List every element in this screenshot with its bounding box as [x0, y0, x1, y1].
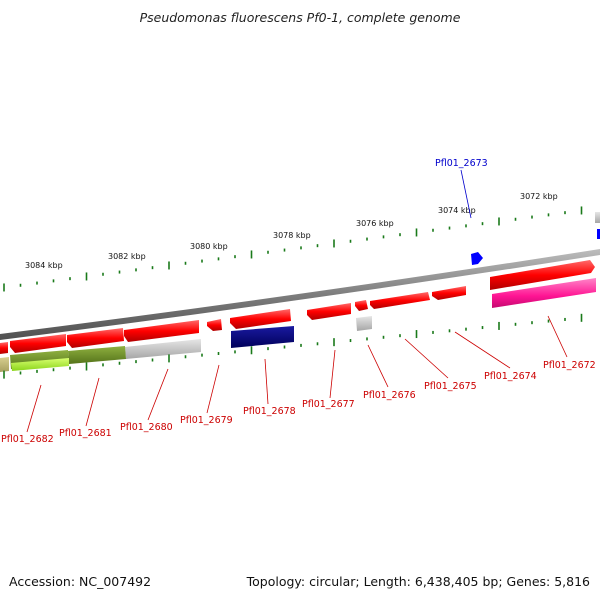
- gene-pfl01-2680[interactable]: [125, 339, 201, 359]
- gene-pfl01-2680-upper[interactable]: [124, 320, 199, 342]
- gene-label-pfl01-2680[interactable]: Pfl01_2680: [120, 422, 173, 433]
- leader-line-pfl01-2681: [85, 377, 100, 427]
- gene-label-pfl01-2676[interactable]: Pfl01_2676: [363, 390, 416, 401]
- leader-line-pfl01-2679: [206, 364, 220, 414]
- scale-label-3074: 3074 kbp: [438, 206, 476, 215]
- scale-label-3076: 3076 kbp: [356, 219, 394, 228]
- scale-label-3072: 3072 kbp: [520, 192, 558, 201]
- scale-label-3082: 3082 kbp: [108, 252, 146, 261]
- inner-strand-genes: [0, 278, 596, 372]
- gene-labels: Pfl01_2682 Pfl01_2681 Pfl01_2680 Pfl01_2…: [1, 315, 596, 445]
- scale-label-3084: 3084 kbp: [25, 261, 63, 270]
- gene-pfl01-2677[interactable]: [307, 303, 351, 320]
- inner-tick-ring: [3, 313, 583, 379]
- leader-line-pfl01-2675: [404, 338, 449, 379]
- gene-pfl01-2681[interactable]: [68, 346, 126, 364]
- gene-pfl01-2681-upper[interactable]: [67, 328, 124, 348]
- gene-label-pfl01-2672[interactable]: Pfl01_2672: [543, 360, 596, 371]
- gene-pfl01-2675[interactable]: [370, 292, 430, 309]
- leader-line-pfl01-2678: [264, 358, 269, 405]
- leader-line-pfl01-2672: [547, 315, 568, 358]
- leader-line-pfl01-2682: [26, 384, 42, 433]
- gene-fragment-right-blue[interactable]: [597, 229, 600, 239]
- leader-line-pfl01-2677: [329, 349, 336, 399]
- gene-left-edge-tan[interactable]: [0, 357, 9, 372]
- highlighted-gene-label[interactable]: Pfl01_2673: [435, 158, 488, 169]
- gene-label-pfl01-2675[interactable]: Pfl01_2675: [424, 381, 477, 392]
- scale-labels: 3084 kbp 3082 kbp 3080 kbp 3078 kbp 3076…: [25, 192, 558, 270]
- gene-small-red-a[interactable]: [355, 300, 368, 311]
- gene-fragment-right-gray[interactable]: [595, 212, 600, 223]
- gene-label-pfl01-2674[interactable]: Pfl01_2674: [484, 371, 537, 382]
- map-title: Pseudomonas fluorescens Pf0-1, complete …: [139, 10, 461, 25]
- scale-label-3080: 3080 kbp: [190, 242, 228, 251]
- gene-pfl01-2678-upper[interactable]: [230, 309, 291, 329]
- gene-pfl01-2682-lime[interactable]: [11, 358, 69, 371]
- forward-strand-genes: [0, 260, 595, 354]
- gene-pfl01-2672[interactable]: [492, 278, 596, 308]
- gene-label-pfl01-2681[interactable]: Pfl01_2681: [59, 428, 112, 439]
- leader-line-pfl01-2673: [460, 169, 472, 219]
- leader-line-pfl01-2676: [367, 344, 389, 388]
- gene-pfl01-2673[interactable]: [471, 252, 483, 265]
- gene-label-pfl01-2682[interactable]: Pfl01_2682: [1, 434, 54, 445]
- gene-pfl01-2682-upper[interactable]: [10, 334, 66, 353]
- gene-label-pfl01-2677[interactable]: Pfl01_2677: [302, 399, 355, 410]
- accession-text: Accession: NC_007492: [9, 574, 152, 589]
- genome-backbone: [0, 249, 600, 340]
- outer-tick-ring: [3, 206, 583, 292]
- genome-summary-text: Topology: circular; Length: 6,438,405 bp…: [246, 574, 590, 589]
- gene-pfl01-2679[interactable]: [207, 319, 222, 331]
- gene-pfl01-2678[interactable]: [231, 326, 294, 348]
- gene-label-pfl01-2679[interactable]: Pfl01_2679: [180, 415, 233, 426]
- scale-label-3078: 3078 kbp: [273, 231, 311, 240]
- leader-line-pfl01-2674: [454, 331, 511, 369]
- gene-pfl01-2674[interactable]: [432, 286, 466, 300]
- leader-line-pfl01-2680: [147, 368, 169, 421]
- gene-pfl01-2676[interactable]: [356, 316, 372, 331]
- gene-left-edge-red[interactable]: [0, 342, 8, 354]
- gene-pfl01-2672-forward[interactable]: [490, 260, 595, 290]
- gene-label-pfl01-2678[interactable]: Pfl01_2678: [243, 406, 296, 417]
